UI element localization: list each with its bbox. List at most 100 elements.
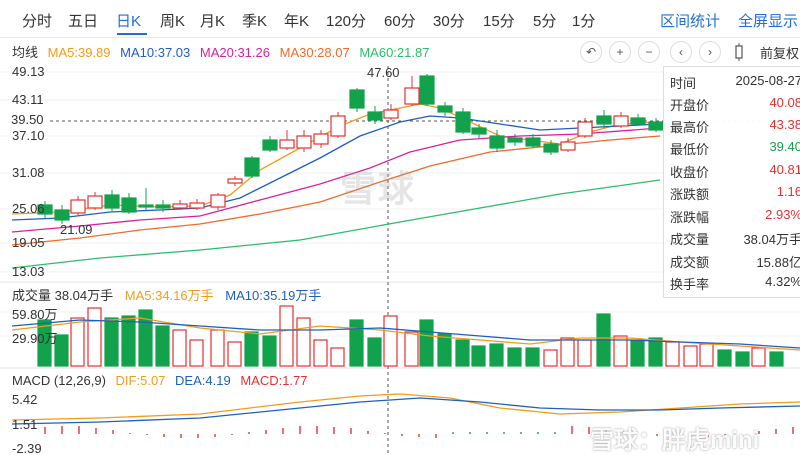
tab-weekly-k[interactable]: 周K [160, 13, 186, 30]
tab-quarter-k[interactable]: 季K [242, 13, 268, 30]
candle-body [525, 137, 541, 147]
tab-monthly-k[interactable]: 月K [200, 13, 226, 30]
volume-legend: 成交量 38.04万手 MA5:34.16万手 MA10:35.19万手 [12, 285, 329, 304]
macd-axis-label: 5.42 [12, 392, 38, 407]
volume-bar [630, 339, 645, 367]
info-row: 最低价 39.40 [670, 139, 800, 157]
volume-bar [471, 345, 486, 367]
volume-bar [665, 341, 680, 367]
candle-body [227, 178, 243, 184]
info-row: 换手率 4.32% [670, 274, 800, 292]
volume-bar [104, 317, 119, 367]
volume-ma5-line [11, 317, 800, 351]
candle-body [489, 135, 505, 149]
info-row: 涨跌额 1.16 [670, 184, 800, 202]
ma20-value: MA20:31.26 [199, 45, 270, 60]
volume-bar [437, 333, 452, 367]
range-stats-button[interactable]: 区间统计 [660, 13, 721, 30]
y-axis-label: 13.03 [12, 264, 45, 279]
candle-body [121, 197, 137, 213]
volume-bar [189, 339, 204, 367]
info-row: 涨跌幅 2.93% [670, 207, 800, 225]
candle-body [630, 117, 646, 125]
ma-label: 均线 [12, 45, 39, 60]
macd-dea: DEA:4.19 [175, 373, 231, 388]
volume-bar [455, 339, 470, 367]
tab-year-k[interactable]: 年K [284, 13, 310, 30]
fullscreen-button[interactable]: 全屏显示 [738, 13, 799, 30]
ma30-line [11, 135, 661, 246]
y-axis-label: 43.11 [12, 92, 44, 107]
volume-bar [244, 331, 259, 367]
volume-bar [87, 307, 102, 367]
reset-icon[interactable]: ↶ [580, 41, 602, 63]
tab-60min[interactable]: 60分 [384, 13, 416, 30]
macd-dea-line [11, 397, 800, 425]
adjust-dropdown[interactable]: 前复权 [760, 46, 800, 61]
candle-body [577, 121, 593, 137]
macd-axis-label: -2.39 [12, 441, 42, 455]
candle-body [367, 111, 383, 121]
tab-daily-k[interactable]: 日K [116, 13, 142, 30]
volume-bar [172, 329, 187, 367]
y-axis-label: 31.08 [12, 165, 45, 180]
volume-bar [735, 351, 750, 367]
volume-bar [313, 339, 328, 367]
volume-bar [155, 325, 170, 367]
candle-body [104, 194, 120, 209]
zoom-in-icon[interactable]: + [609, 41, 631, 63]
info-row: 成交额 15.88亿 [670, 255, 800, 270]
volume-bar [613, 335, 628, 367]
ma30-value: MA30:28.07 [279, 45, 350, 60]
candle-body [244, 157, 260, 177]
candle-body [560, 141, 576, 151]
volume-bar [404, 331, 419, 367]
volume-bar [648, 337, 663, 367]
volume-bar [279, 305, 294, 367]
candle-icon[interactable] [728, 41, 750, 63]
ma-legend: 均线 MA5:39.89 MA10:37.03 MA20:31.26 MA30:… [12, 42, 435, 61]
low-price-label: 21.09 [60, 222, 93, 237]
volume-bar [349, 319, 364, 367]
candle-body [330, 115, 346, 137]
info-row: 收盘价 40.81 [670, 162, 800, 180]
candle-body [507, 137, 523, 143]
volume-bar [751, 347, 766, 367]
tab-1min[interactable]: 1分 [572, 13, 596, 30]
volume-bar [577, 339, 592, 367]
candle-body [313, 133, 329, 145]
author-watermark: 雪球：胖虎mini [590, 427, 760, 454]
info-row: 时间 2025-08-27 [670, 73, 800, 91]
tab-fenshi[interactable]: 分时 [22, 13, 53, 30]
current-price-label: 39.50 [8, 112, 47, 127]
volume-axis-mid: 29.90万 [12, 331, 58, 346]
y-axis-label: 19.05 [12, 235, 45, 250]
candle-body [37, 204, 53, 215]
candle-body [596, 115, 612, 125]
volume-ma10-line [11, 319, 800, 349]
volume-bar [54, 334, 69, 367]
prev-icon[interactable]: ‹ [670, 41, 692, 63]
tab-30min[interactable]: 30分 [433, 13, 465, 30]
candle-body [262, 139, 278, 151]
tab-120min[interactable]: 120分 [326, 13, 367, 30]
ma20-line [11, 127, 661, 233]
tab-five-day[interactable]: 五日 [68, 13, 99, 30]
volume-bar [138, 309, 153, 367]
volume-bar [769, 351, 784, 367]
volume-bar [489, 343, 504, 367]
next-icon[interactable]: › [699, 41, 721, 63]
ma60-line [11, 179, 661, 269]
volume-bar [227, 341, 242, 367]
candle-body [543, 143, 559, 153]
y-axis-label: 37.10 [12, 128, 45, 143]
tab-5min[interactable]: 5分 [533, 13, 557, 30]
macd-dif: DIF:5.07 [115, 373, 166, 388]
info-tooltip-panel: 时间 2025-08-27 开盘价 40.08 最高价 43.38 最低价 39.40 … [663, 66, 800, 298]
tab-15min[interactable]: 15分 [483, 13, 515, 30]
zoom-out-icon[interactable]: − [638, 41, 660, 63]
volume-bar [210, 329, 225, 367]
volume-bar [560, 337, 575, 367]
volume-ma10: MA10:35.19万手 [225, 288, 322, 303]
